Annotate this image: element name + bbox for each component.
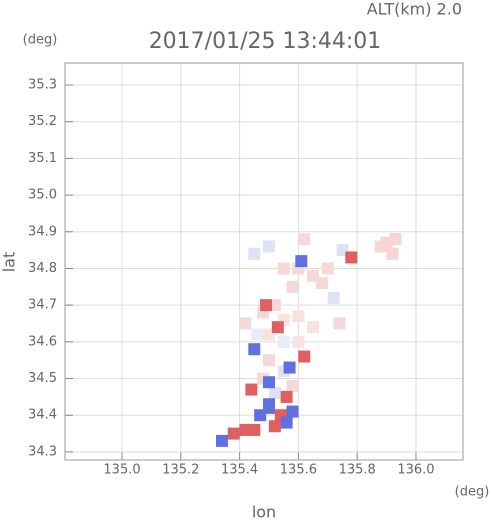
cell xyxy=(374,240,387,253)
y-tick-label: 35.2 xyxy=(28,114,57,129)
y-tick-label: 34.5 xyxy=(28,371,57,386)
cell xyxy=(248,343,261,356)
cell xyxy=(215,434,228,447)
cell xyxy=(245,383,258,396)
x-tick-label: 135.2 xyxy=(162,463,199,478)
cell xyxy=(298,350,311,363)
y-tick-label: 35.3 xyxy=(28,78,57,93)
x-axis-label: lon xyxy=(252,503,276,522)
cell xyxy=(386,247,399,260)
cell xyxy=(254,409,267,422)
cell xyxy=(280,390,293,403)
cell xyxy=(277,335,290,348)
x-tick-label: 135.8 xyxy=(339,463,376,478)
x-tick-label: 135.6 xyxy=(280,463,317,478)
cell xyxy=(298,233,311,246)
cell xyxy=(327,291,340,304)
cell xyxy=(268,387,281,400)
x-tick-label: 135.4 xyxy=(221,463,258,478)
cell xyxy=(262,376,275,389)
cell xyxy=(248,247,261,260)
cell xyxy=(280,416,293,429)
cell xyxy=(227,427,240,440)
cell xyxy=(262,240,275,253)
x-unit: (deg) xyxy=(455,485,490,500)
y-tick-label: 35.1 xyxy=(28,151,57,166)
cell xyxy=(336,244,349,257)
y-tick-label: 34.6 xyxy=(28,334,57,349)
y-tick-label: 34.3 xyxy=(28,444,57,459)
cell xyxy=(292,310,305,323)
y-tick-label: 34.4 xyxy=(28,408,57,423)
x-tick-label: 135.0 xyxy=(103,463,140,478)
cell xyxy=(260,299,273,312)
cell xyxy=(321,262,334,275)
y-unit: (deg) xyxy=(23,33,58,48)
cell xyxy=(262,354,275,367)
cell xyxy=(345,251,358,264)
cell xyxy=(295,255,308,268)
y-axis-label: lat xyxy=(0,252,19,273)
y-tick-label: 34.8 xyxy=(28,261,57,276)
cell xyxy=(239,423,252,436)
cell xyxy=(262,398,275,411)
cell xyxy=(286,405,299,418)
cell xyxy=(277,262,290,275)
cell xyxy=(286,280,299,293)
cell xyxy=(389,233,402,246)
y-tick-label: 34.9 xyxy=(28,224,57,239)
cell xyxy=(307,321,320,334)
cell xyxy=(292,335,305,348)
cell xyxy=(315,277,328,290)
y-tick-label: 34.7 xyxy=(28,298,57,313)
cell xyxy=(239,317,252,330)
cell xyxy=(283,361,296,374)
plot-frame xyxy=(64,62,464,461)
cell xyxy=(286,379,299,392)
cell xyxy=(251,328,264,341)
cell xyxy=(271,321,284,334)
x-tick-label: 136.0 xyxy=(397,463,434,478)
cell xyxy=(268,420,281,433)
subtitle: ALT(km) 2.0 xyxy=(367,0,462,19)
chart-title: 2017/01/25 13:44:01 xyxy=(149,29,382,54)
y-tick-label: 35.0 xyxy=(28,188,57,203)
cell xyxy=(333,317,346,330)
